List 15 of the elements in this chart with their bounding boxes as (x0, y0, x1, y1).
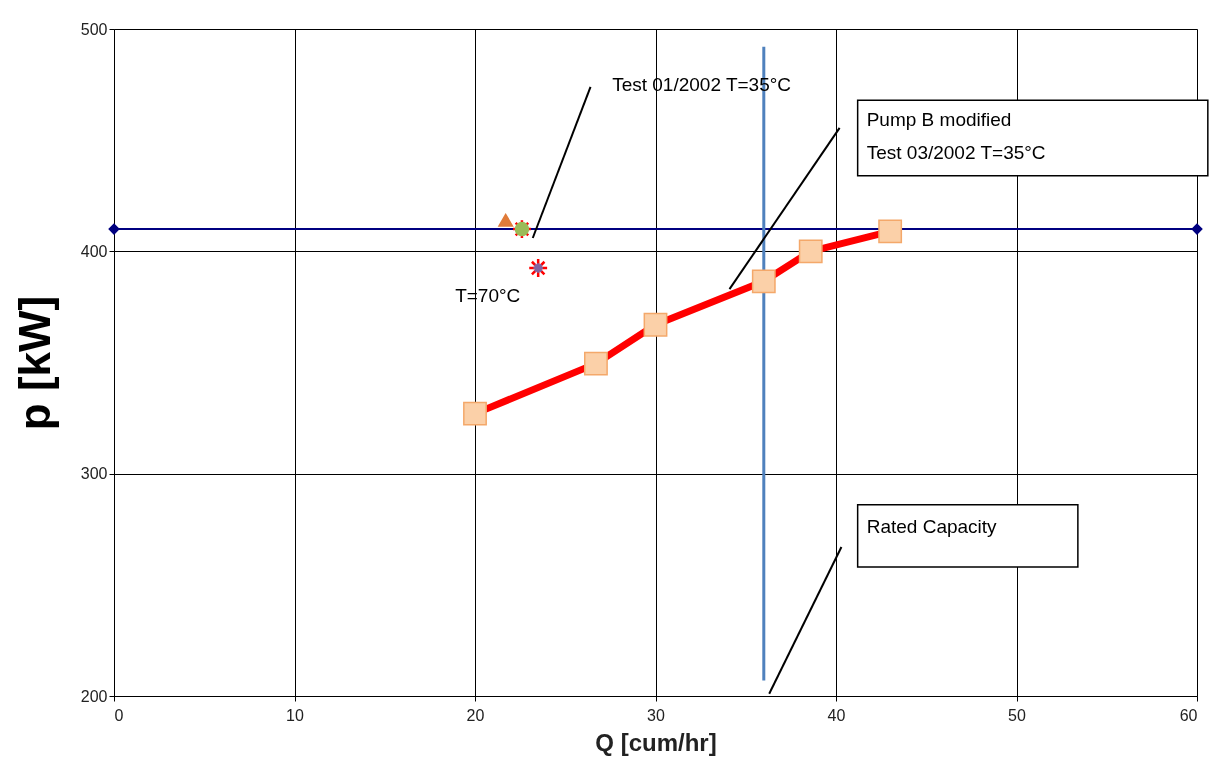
x-axis-title: Q [cum/hr] (595, 728, 717, 756)
x-tick-label: 10 (286, 706, 304, 724)
x-tick-label: 20 (466, 706, 485, 724)
x-tick-label: 60 (1179, 706, 1198, 724)
x-tick-label: 40 (827, 706, 846, 724)
y-tick-label: 500 (80, 20, 108, 38)
y-axis-title: p [kW] (9, 295, 59, 431)
annotation: Rated Capacity (866, 516, 998, 538)
y-tick-label: 400 (80, 242, 108, 260)
annotation: Pump B modified Test 03/2002 T=35°C (866, 109, 1046, 164)
y-tick-label: 200 (80, 687, 108, 705)
x-tick-label: 50 (1008, 706, 1026, 724)
x-tick-label: 30 (647, 706, 665, 724)
y-tick-label: 300 (80, 465, 108, 483)
x-tick-label: 0 (114, 706, 124, 724)
